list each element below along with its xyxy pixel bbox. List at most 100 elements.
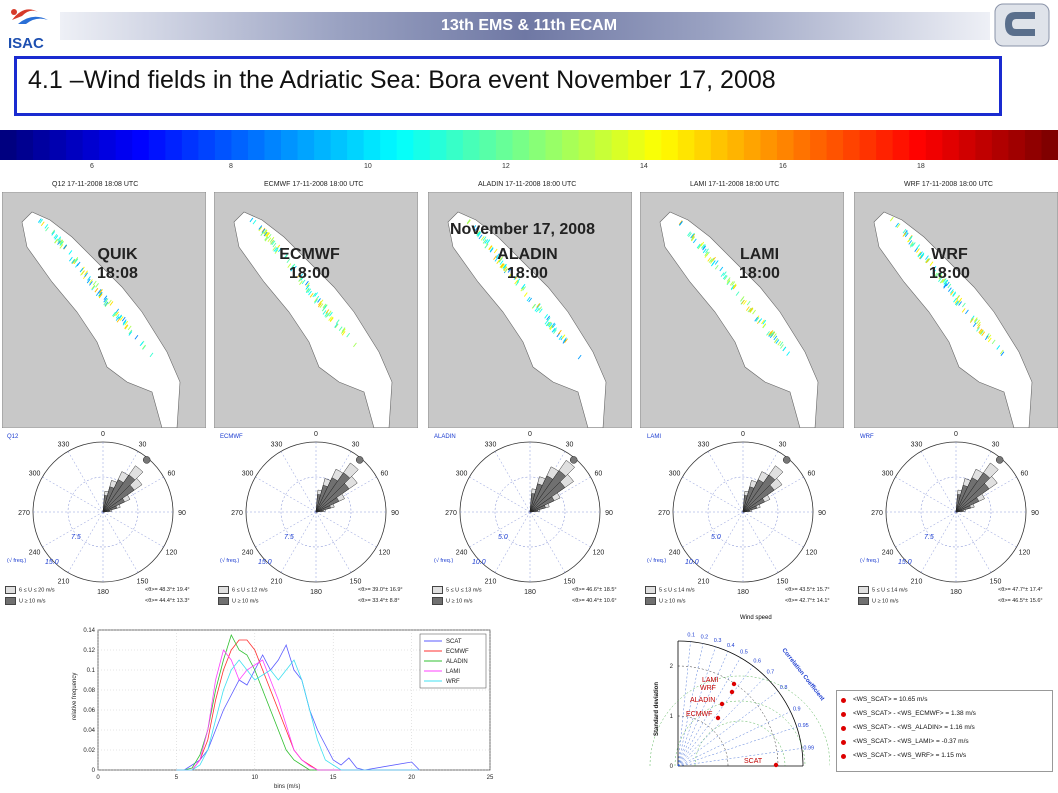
model-name: WRF — [931, 246, 968, 263]
title-box — [14, 56, 1002, 116]
correlation-ray — [677, 641, 691, 767]
rose-angle-label: 300 — [882, 471, 894, 478]
rose-freq-label: (√ freq.) — [220, 557, 239, 564]
rose-angle-label: 270 — [871, 510, 883, 517]
rose-angle-label: 30 — [992, 442, 1000, 449]
legend-text: 6 ≤ U ≤ 12 m/s — [232, 587, 268, 594]
taylor-legend-entry: <WS_SCAT> - <WS_ALADIN> = 1.16 m/s — [853, 724, 975, 731]
rose-angle-label: 150 — [564, 578, 576, 585]
correlation-ray — [677, 646, 716, 767]
model-point — [719, 701, 725, 707]
model-point — [729, 689, 735, 695]
colorbar-tick: 10 — [364, 163, 372, 170]
correlation-ray — [677, 657, 741, 767]
rose-angle-label: 210 — [271, 578, 283, 585]
rose-legend-range: 6 ≤ U ≤ 12 m/s — [218, 586, 268, 594]
colorbar-cell — [297, 130, 315, 160]
rose-angle-label: 210 — [698, 578, 710, 585]
rose-angle-label: 120 — [593, 550, 605, 557]
map-title: ALADIN 17-11-2008 18:00 UTC — [478, 181, 577, 188]
isac-logo-text: ISAC — [8, 35, 44, 52]
map-title: ECMWF 17-11-2008 18:00 UTC — [264, 181, 364, 188]
colorbar-cell — [214, 130, 233, 160]
legend-entry: SCAT — [446, 639, 462, 645]
legend-text: U ≥ 10 m/s — [659, 598, 686, 605]
colorbar-cell — [396, 130, 414, 160]
std-arc — [677, 665, 779, 767]
colorbar-cell — [49, 130, 67, 160]
rose-radius-label: 10.0 — [472, 559, 486, 566]
colorbar-cell — [776, 130, 795, 160]
colorbar-cell — [363, 130, 381, 160]
wind-rose: LAMI 0 30 60 90 120 150 180 210 240 270 300 330 5.0 10… — [647, 431, 826, 596]
y-tick-label: 0 — [92, 768, 96, 774]
wind-vectors — [889, 216, 1005, 356]
correlation-ray — [677, 748, 802, 767]
colorbar-tick: 16 — [779, 163, 787, 170]
rose-angle-label: 210 — [58, 578, 70, 585]
std-tick: 1 — [670, 714, 674, 720]
colorbar-cell — [876, 130, 894, 160]
colorbar-cell — [710, 130, 728, 160]
colorbar-cell — [578, 130, 596, 160]
wind-vectors — [678, 220, 791, 356]
correlation-label: Correlation Coefficient — [780, 648, 825, 703]
taylor-title: Wind speed — [740, 615, 772, 621]
taylor-legend-marker — [841, 712, 846, 717]
std-tick: 0 — [670, 764, 674, 770]
rose-angle-label: 330 — [271, 442, 283, 449]
rose-angle-label: 30 — [139, 442, 147, 449]
colorbar-cell — [165, 130, 183, 160]
wind-vectors — [37, 218, 154, 358]
rose-petal-dark — [529, 481, 566, 513]
adriatic-map — [214, 192, 418, 428]
colorbar-cell — [33, 130, 51, 160]
rose-freq-label: (√ freq.) — [7, 557, 26, 564]
x-tick-label: 25 — [487, 775, 494, 781]
rose-angle-label: 0 — [528, 431, 532, 438]
colorbar-cell — [909, 130, 927, 160]
colorbar-cell — [859, 130, 877, 160]
rose-angle-label: 90 — [391, 510, 399, 517]
taylor-legend-marker — [841, 726, 846, 731]
colorbar-cell — [611, 130, 629, 160]
colorbar-cell — [843, 130, 861, 160]
x-tick-label: 10 — [251, 775, 258, 781]
colorbar-cell — [66, 130, 84, 160]
series-line-wrf — [176, 659, 420, 771]
rose-radius-label: 15.0 — [258, 559, 272, 566]
model-point — [715, 715, 721, 721]
legend-text: U ≥ 10 m/s — [872, 598, 899, 605]
rose-angle-label: 300 — [456, 471, 468, 478]
colorbar-cell — [231, 130, 249, 160]
legend-swatch — [218, 586, 229, 594]
model-point-label: ECMWF — [686, 711, 712, 718]
rose-petal-dark — [955, 497, 980, 513]
taylor-legend-marker — [841, 740, 846, 745]
adriatic-map — [428, 192, 632, 428]
rose-angle-label: 270 — [231, 510, 243, 517]
rose-angle-label: 330 — [485, 442, 497, 449]
rose-petal-dark — [102, 484, 135, 513]
colorbar-cell — [314, 130, 332, 160]
rose-inner-circle — [920, 476, 992, 548]
rose-angle-label: 270 — [658, 510, 670, 517]
wind-vectors — [466, 219, 582, 360]
wind-speed-histogram: 0 0.02 0.04 0.06 0.08 0.1 0.12 0.14 0 5 10 15 20 25 bi… — [72, 628, 494, 790]
correlation-ray — [677, 676, 766, 767]
model-label: QUIK 18:08 — [70, 245, 165, 283]
legend-entry: ALADIN — [446, 659, 468, 665]
rose-petal-dark — [315, 505, 331, 513]
taylor-legend-entry: <WS_SCAT> - <WS_ECMWF> = 1.38 m/s — [853, 710, 976, 717]
rose-radius-label: 7.5 — [924, 534, 934, 541]
rose-model-name: WRF — [860, 434, 874, 440]
y-tick-label: 0.08 — [83, 688, 95, 694]
correlation-tick: 0.9 — [793, 706, 801, 712]
correlation-tick: 0.2 — [701, 635, 709, 641]
colorbar-cell — [16, 130, 34, 160]
correlation-tick: 0.5 — [740, 650, 748, 656]
taylor-legend-entry: <WS_SCAT> - <WS_LAMI> = -0.37 m/s — [853, 738, 969, 745]
rose-angle-label: 240 — [29, 550, 41, 557]
colorbar-cell — [925, 130, 943, 160]
rose-radius-label: 7.5 — [71, 534, 81, 541]
